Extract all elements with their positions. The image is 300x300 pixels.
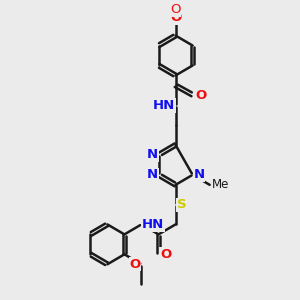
Text: S: S xyxy=(177,198,187,211)
Text: N: N xyxy=(193,168,204,182)
Text: HN: HN xyxy=(142,218,164,231)
Text: O: O xyxy=(195,89,206,102)
Text: Me: Me xyxy=(212,178,230,191)
Text: O: O xyxy=(160,248,171,261)
Text: O: O xyxy=(170,11,181,24)
Text: N: N xyxy=(147,148,158,161)
Text: HN: HN xyxy=(153,99,175,112)
Text: O: O xyxy=(170,3,181,16)
Text: O: O xyxy=(130,258,141,271)
Text: N: N xyxy=(147,168,158,182)
